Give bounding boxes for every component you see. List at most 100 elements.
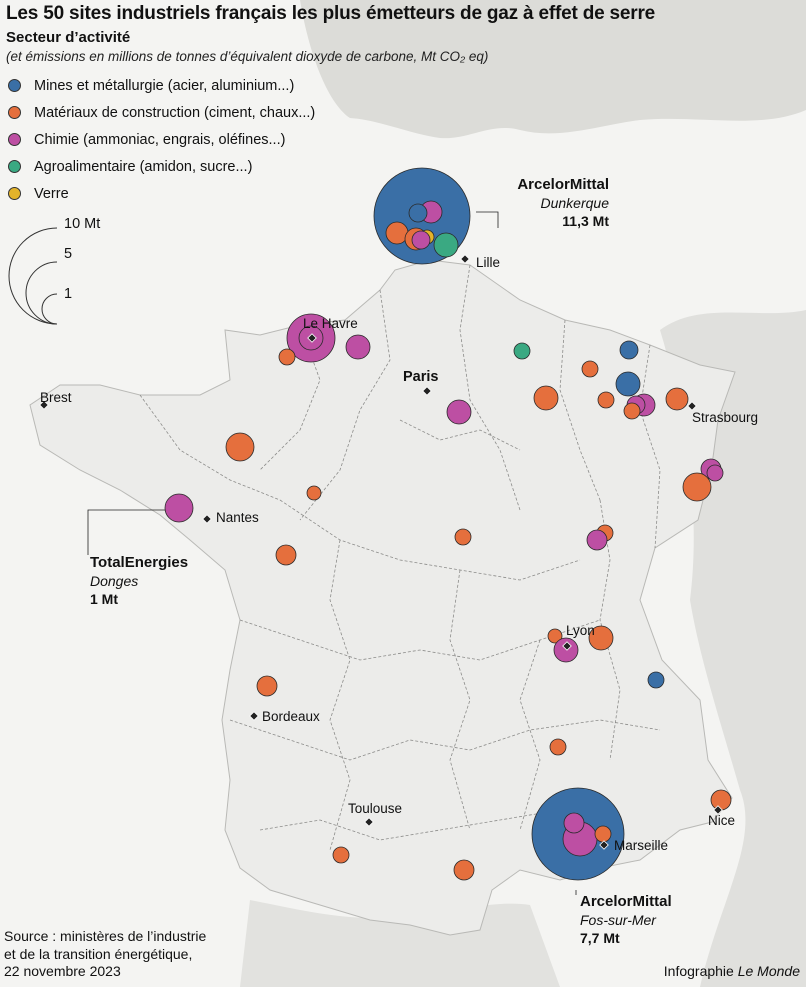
site-bubble-chimie [446, 399, 472, 425]
units-note: (et émissions en millions de tonnes d’éq… [6, 49, 489, 64]
site-bubble-chimie [553, 637, 579, 663]
annotation-fos: ArcelorMittal Fos-sur-Mer 7,7 Mt [580, 893, 672, 947]
size-legend-label-5: 5 [64, 246, 73, 262]
annotation-donges-name: TotalEnergies [90, 554, 189, 571]
size-arc-10 [8, 227, 58, 325]
city-marker-bordeaux [249, 711, 259, 721]
leader-dunkerque [476, 211, 499, 228]
site-bubble-chimie [706, 464, 724, 482]
site-bubble-construction [256, 675, 278, 697]
site-bubble-mines [647, 671, 665, 689]
size-legend-arcs [8, 227, 58, 325]
department-boundaries [139, 264, 661, 851]
city-marker-brest [39, 400, 49, 410]
annotation-fos-location: Fos-sur-Mer [580, 912, 656, 928]
site-bubble-agro [513, 342, 531, 360]
annotation-dunkerque-value: 11,3 Mt [562, 213, 609, 229]
city-marker-toulouse [364, 817, 374, 827]
annotation-donges-location: Donges [90, 573, 139, 589]
site-bubble-construction [682, 472, 712, 502]
city-label-strasbourg: Strasbourg [692, 410, 759, 425]
annotation-dunkerque-name: ArcelorMittal [517, 176, 609, 193]
city-label-bordeaux: Bordeaux [262, 709, 320, 724]
city-label-lyon: Lyon [566, 623, 595, 638]
legend-dot-verre [8, 187, 21, 200]
page-title: Les 50 sites industriels français les pl… [6, 3, 656, 24]
site-bubble-construction [594, 825, 612, 843]
site-bubble-construction [581, 360, 599, 378]
site-bubble-chimie [563, 812, 585, 834]
city-label-lille: Lille [476, 255, 501, 270]
legend-label-chimie: Chimie (ammoniac, engrais, oléfines...) [34, 132, 286, 148]
credit-prefix: Infographie [663, 963, 738, 979]
uk-landmass [300, 0, 806, 139]
size-arc-5 [25, 261, 58, 325]
city-marker-nantes [202, 514, 212, 524]
site-bubble-mines [408, 203, 428, 223]
site-bubble-construction [597, 391, 615, 409]
credit-brand: Le Monde [737, 963, 800, 979]
source-note: Source : ministères de l’industrie et de… [4, 928, 206, 981]
site-bubble-construction [453, 859, 475, 881]
source-line-1: Source : ministères de l’industrie [4, 928, 207, 944]
site-bubble-construction [547, 628, 563, 644]
annotation-fos-value: 7,7 Mt [580, 930, 620, 946]
site-bubble-chimie [586, 529, 608, 551]
site-bubble-construction [588, 625, 614, 651]
site-bubble-chimie [411, 230, 431, 250]
site-bubble-construction [533, 385, 559, 411]
annotation-donges-value: 1 Mt [90, 591, 118, 607]
annotation-dunkerque: ArcelorMittal Dunkerque 11,3 Mt [517, 176, 609, 230]
legend-dot-construction [8, 106, 21, 119]
city-marker-lyon [562, 641, 572, 651]
annotation-fos-name: ArcelorMittal [580, 893, 672, 910]
legend-label-construction: Matériaux de construction (ciment, chaux… [34, 105, 316, 121]
size-legend-label-1: 1 [64, 286, 73, 302]
size-arc-1 [41, 293, 58, 325]
site-bubble-mines [615, 371, 641, 397]
legend-dot-mines [8, 79, 21, 92]
city-label-nantes: Nantes [216, 510, 259, 525]
city-label-nice: Nice [708, 813, 736, 828]
city-marker-lille [460, 254, 470, 264]
site-bubble-agro [433, 232, 459, 258]
source-line-2: et de la transition énergétique, [4, 945, 193, 962]
legend-label-mines: Mines et métallurgie (acier, aluminium..… [34, 78, 295, 94]
city-label-marseille: Marseille [614, 838, 669, 853]
legend-subtitle: Secteur d’activité [6, 29, 131, 46]
city-label-paris: Paris [403, 369, 439, 385]
site-bubble-construction [332, 846, 350, 864]
city-marker-le-havre [307, 333, 317, 343]
site-bubble-construction [225, 432, 255, 462]
site-bubble-construction [623, 402, 641, 420]
site-bubble-chimie [345, 334, 371, 360]
leader-donges [87, 509, 170, 555]
site-bubble-construction [275, 544, 297, 566]
site-bubble-construction [665, 387, 689, 411]
annotation-leaders [87, 211, 577, 895]
site-bubble-chimie [164, 493, 194, 523]
city-markers [39, 254, 723, 850]
annotation-dunkerque-location: Dunkerque [540, 195, 610, 211]
city-marker-marseille [599, 840, 609, 850]
france-landmass [29, 259, 736, 936]
city-marker-paris [422, 386, 432, 396]
source-line-3: 22 novembre 2023 [4, 963, 121, 979]
site-bubble-construction [385, 221, 409, 245]
site-bubble-construction [278, 348, 296, 366]
legend-label-agro: Agroalimentaire (amidon, sucre...) [34, 159, 253, 175]
city-marker-strasbourg [687, 401, 697, 411]
city-label-toulouse: Toulouse [348, 801, 403, 816]
size-legend-label-10: 10 Mt [64, 216, 101, 232]
legend-dot-chimie [8, 133, 21, 146]
site-bubble-construction [710, 789, 732, 811]
city-label-brest: Brest [40, 390, 72, 405]
site-bubble-construction [306, 485, 322, 501]
city-label-le-havre: Le Havre [303, 316, 358, 331]
legend-label-verre: Verre [34, 186, 69, 202]
site-bubble-mines [619, 340, 639, 360]
site-bubble-construction [549, 738, 567, 756]
annotation-donges: TotalEnergies Donges 1 Mt [90, 554, 188, 608]
credit: Infographie Le Monde [664, 963, 800, 979]
